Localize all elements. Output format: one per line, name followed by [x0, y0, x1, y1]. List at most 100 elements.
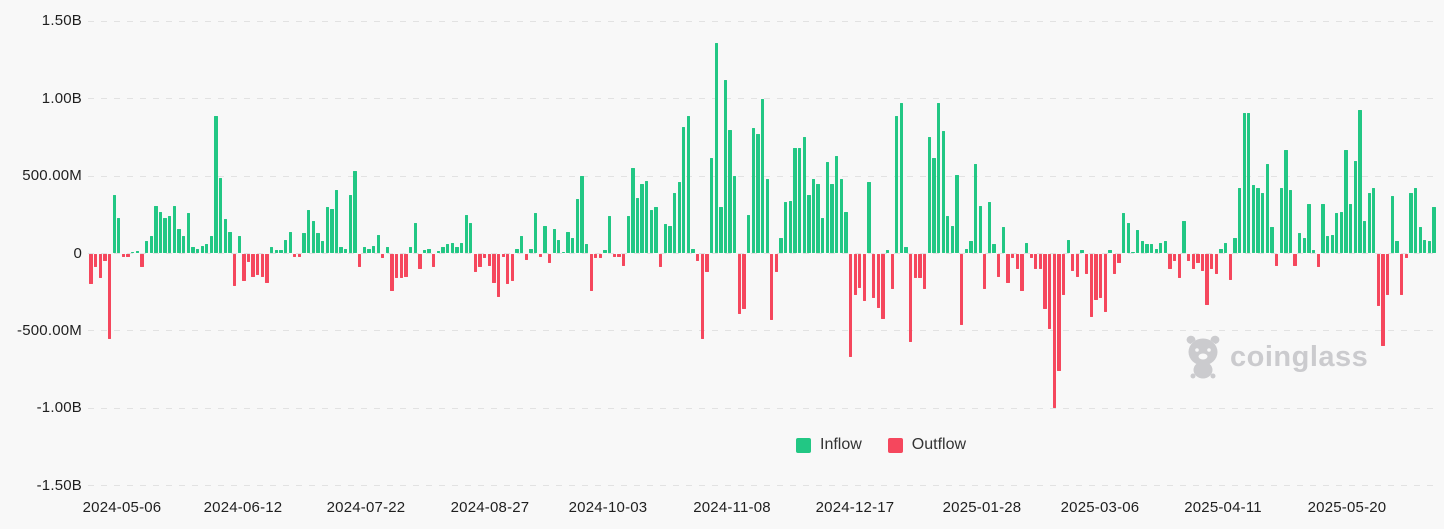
inflow-bar[interactable]: [177, 228, 181, 254]
inflow-bar[interactable]: [584, 244, 589, 254]
inflow-bar[interactable]: [1247, 112, 1251, 254]
outflow-bar[interactable]: [872, 253, 876, 299]
inflow-bar[interactable]: [927, 137, 931, 254]
inflow-bar[interactable]: [334, 190, 339, 254]
inflow-bar[interactable]: [1233, 238, 1237, 254]
outflow-bar[interactable]: [501, 253, 505, 257]
outflow-bar[interactable]: [487, 253, 491, 266]
inflow-bar[interactable]: [529, 248, 533, 254]
inflow-bar[interactable]: [112, 194, 116, 254]
outflow-bar[interactable]: [997, 253, 1001, 277]
outflow-bar[interactable]: [858, 253, 862, 288]
outflow-bar[interactable]: [1228, 253, 1232, 280]
outflow-bar[interactable]: [126, 253, 130, 257]
outflow-bar[interactable]: [483, 253, 487, 259]
outflow-bar[interactable]: [418, 253, 422, 269]
inflow-bar[interactable]: [608, 216, 612, 254]
inflow-bar[interactable]: [932, 157, 936, 254]
outflow-bar[interactable]: [492, 253, 496, 283]
inflow-bar[interactable]: [825, 162, 830, 254]
outflow-bar[interactable]: [1191, 253, 1195, 269]
outflow-bar[interactable]: [432, 253, 436, 268]
inflow-bar[interactable]: [1307, 203, 1311, 254]
inflow-bar[interactable]: [992, 244, 996, 254]
inflow-bar[interactable]: [1432, 207, 1436, 254]
outflow-bar[interactable]: [94, 253, 98, 268]
inflow-bar[interactable]: [158, 211, 163, 254]
inflow-bar[interactable]: [1418, 227, 1422, 254]
outflow-bar[interactable]: [705, 253, 709, 273]
outflow-bar[interactable]: [538, 253, 542, 257]
inflow-bar[interactable]: [1335, 213, 1339, 254]
outflow-bar[interactable]: [960, 253, 964, 325]
inflow-bar[interactable]: [131, 251, 135, 254]
inflow-bar[interactable]: [663, 224, 667, 254]
outflow-bar[interactable]: [1020, 253, 1024, 291]
inflow-bar[interactable]: [1325, 236, 1330, 254]
inflow-bar[interactable]: [631, 168, 635, 254]
inflow-bar[interactable]: [543, 225, 547, 254]
outflow-bar[interactable]: [1205, 253, 1209, 305]
inflow-bar[interactable]: [811, 179, 816, 254]
inflow-bar[interactable]: [168, 216, 172, 254]
inflow-bar[interactable]: [1395, 241, 1399, 254]
inflow-bar[interactable]: [464, 214, 468, 254]
inflow-bar[interactable]: [186, 213, 190, 254]
inflow-bar[interactable]: [422, 249, 427, 254]
outflow-bar[interactable]: [496, 253, 501, 297]
inflow-bar[interactable]: [936, 103, 941, 254]
inflow-bar[interactable]: [237, 236, 241, 254]
outflow-bar[interactable]: [1089, 253, 1093, 317]
inflow-bar[interactable]: [533, 213, 538, 254]
outflow-bar[interactable]: [89, 253, 93, 285]
outflow-bar[interactable]: [853, 253, 857, 296]
inflow-bar[interactable]: [362, 247, 366, 254]
inflow-bar[interactable]: [571, 238, 575, 254]
inflow-bar[interactable]: [274, 249, 278, 254]
outflow-bar[interactable]: [594, 253, 598, 259]
inflow-bar[interactable]: [385, 247, 390, 254]
inflow-bar[interactable]: [302, 233, 306, 254]
inflow-bar[interactable]: [1251, 185, 1256, 254]
inflow-bar[interactable]: [1001, 227, 1005, 254]
inflow-bar[interactable]: [1080, 250, 1084, 254]
outflow-bar[interactable]: [1010, 253, 1015, 259]
inflow-bar[interactable]: [219, 177, 223, 254]
inflow-bar[interactable]: [1149, 244, 1154, 254]
inflow-bar[interactable]: [436, 251, 441, 254]
inflow-bar[interactable]: [640, 183, 644, 254]
outflow-bar[interactable]: [1214, 253, 1219, 274]
inflow-bar[interactable]: [1163, 241, 1168, 254]
outflow-bar[interactable]: [1112, 253, 1117, 274]
outflow-bar[interactable]: [890, 253, 894, 290]
inflow-bar[interactable]: [895, 115, 899, 254]
inflow-bar[interactable]: [1362, 220, 1367, 254]
inflow-bar[interactable]: [728, 129, 732, 254]
outflow-bar[interactable]: [1048, 253, 1052, 330]
inflow-bar[interactable]: [316, 233, 320, 254]
inflow-bar[interactable]: [1284, 149, 1288, 254]
inflow-bar[interactable]: [733, 176, 737, 254]
outflow-bar[interactable]: [922, 253, 927, 290]
inflow-bar[interactable]: [941, 131, 945, 254]
outflow-bar[interactable]: [700, 253, 704, 339]
outflow-bar[interactable]: [265, 253, 269, 283]
outflow-bar[interactable]: [918, 253, 922, 279]
inflow-bar[interactable]: [367, 248, 371, 254]
outflow-bar[interactable]: [1381, 253, 1385, 347]
outflow-bar[interactable]: [1098, 253, 1103, 299]
inflow-bar[interactable]: [964, 248, 968, 254]
outflow-bar[interactable]: [876, 253, 880, 308]
inflow-bar[interactable]: [561, 251, 566, 254]
inflow-bar[interactable]: [1311, 250, 1316, 254]
outflow-bar[interactable]: [1196, 253, 1200, 263]
inflow-bar[interactable]: [1349, 203, 1353, 254]
inflow-bar[interactable]: [1237, 188, 1242, 254]
outflow-bar[interactable]: [1034, 253, 1038, 269]
inflow-bar[interactable]: [904, 247, 908, 254]
outflow-bar[interactable]: [1177, 253, 1181, 279]
inflow-bar[interactable]: [1367, 193, 1371, 254]
inflow-bar[interactable]: [955, 174, 959, 254]
inflow-bar[interactable]: [885, 250, 890, 254]
outflow-bar[interactable]: [293, 253, 297, 258]
